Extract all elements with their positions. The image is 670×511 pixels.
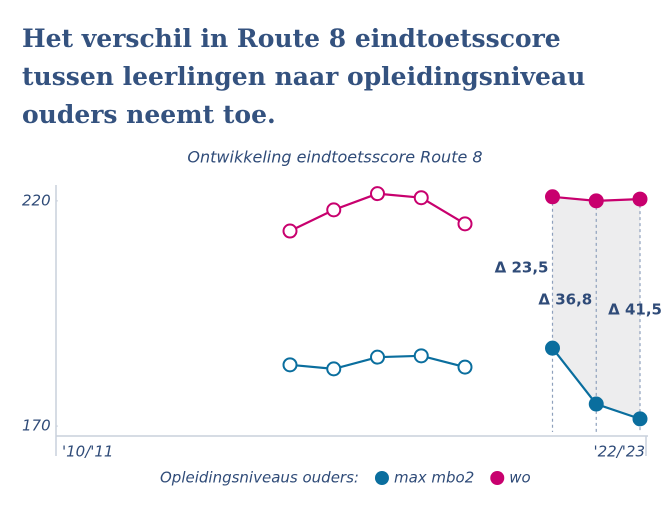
data-point [326,202,342,218]
data-point [588,396,604,412]
data-point [457,359,473,375]
legend-marker [490,471,505,485]
data-point [326,361,342,377]
chart-title: Het verschil in Route 8 eindtoetsscore tu… [22,24,585,129]
data-point [632,191,648,207]
delta-annotation: Δ 36,8 [538,291,592,309]
data-point [632,411,648,427]
y-tick-label: 220 [22,191,51,209]
legend-marker [374,471,389,485]
data-point [545,189,560,205]
data-point [370,186,385,202]
x-tick-label: '10/'11 [62,443,113,461]
chart-subtitle: Ontwikkeling eindtoetsscore Route 8 [187,148,482,167]
data-point [545,340,560,356]
x-tick-label: '22/'23 [594,443,645,461]
data-point [413,190,429,206]
legend-label: max mbo2 [394,469,474,487]
data-point [457,216,473,232]
data-point [370,349,385,365]
y-tick-label: 170 [22,417,51,435]
data-point [413,348,429,364]
data-point [588,193,604,209]
delta-annotation: Δ 41,5 [608,301,662,319]
gap-area [552,196,640,419]
data-point [282,357,298,373]
legend-label: wo [509,469,530,487]
legend-title: Opleidingsniveaus ouders: [160,469,359,487]
data-point [282,223,298,239]
delta-annotation: Δ 23,5 [495,259,549,277]
